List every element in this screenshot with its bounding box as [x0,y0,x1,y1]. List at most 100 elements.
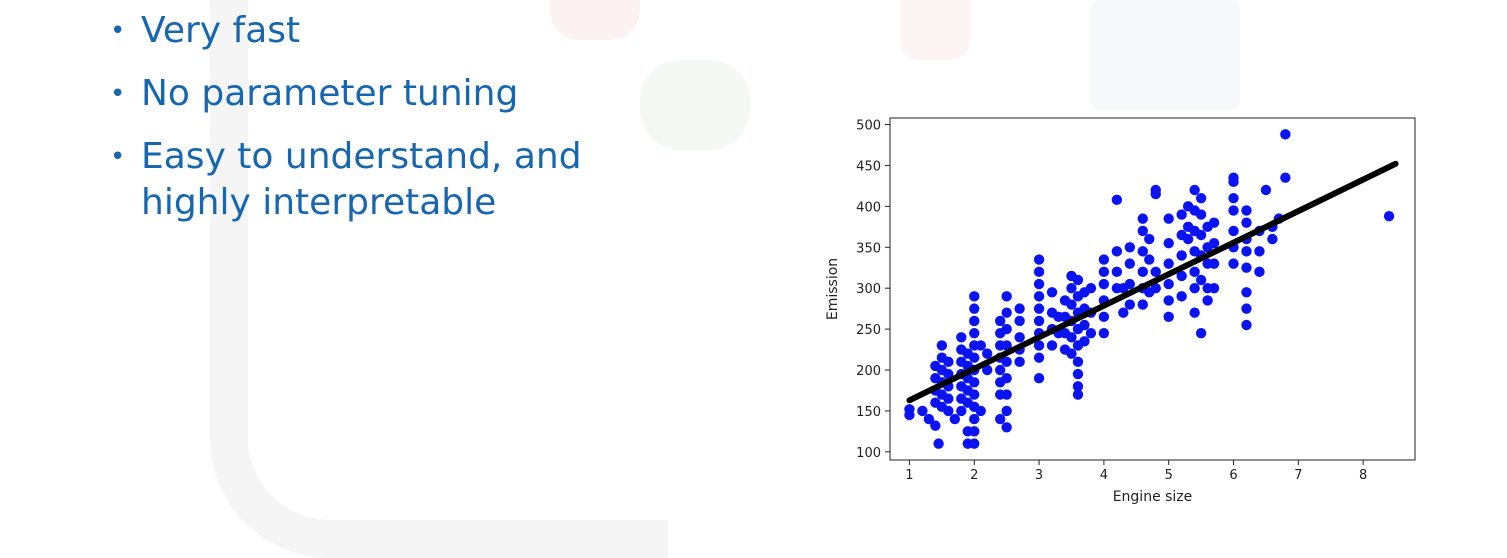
data-point [1163,258,1174,269]
y-tick-label: 400 [856,200,881,215]
data-point [1124,278,1136,290]
watermark-shape [1090,0,1240,110]
data-point [1241,319,1252,331]
data-point [1001,291,1012,302]
data-point [1137,225,1148,237]
data-point [1072,274,1084,286]
data-point [1144,233,1155,245]
data-point [1189,307,1200,318]
data-point [1072,381,1084,392]
data-point [1241,303,1252,314]
data-point [1046,287,1058,298]
x-tick-label: 8 [1359,468,1367,483]
data-point [1066,348,1077,359]
x-tick-label: 3 [1035,468,1043,483]
data-point [1124,299,1136,310]
data-point [1046,340,1058,351]
data-point [1150,282,1161,294]
data-point [1137,299,1148,310]
scatter-chart: 1 2 3 4 5 6 7 8 100 150 200 250 300 350 400 450 500 Engi… [825,117,1416,505]
data-point [1072,368,1084,380]
data-point [1195,192,1207,204]
y-tick-label: 200 [856,364,881,379]
data-point [1085,327,1097,339]
data-point [1137,246,1148,257]
data-point [1195,229,1207,241]
data-point [1163,213,1174,224]
data-point [969,291,980,302]
chart-frame [889,117,1416,461]
bullet-item: • No parameter tuning [110,71,701,117]
data-point [1111,246,1123,257]
data-point [1163,295,1174,306]
data-point [1001,389,1012,400]
data-point [1182,233,1194,245]
data-point [969,352,980,363]
data-point [1144,254,1155,265]
data-point [917,405,928,417]
data-point [1001,405,1012,417]
bullet-dot-icon: • [110,142,126,172]
data-point [1163,278,1174,290]
bullet-item: • Easy to understand, and highly interpre… [110,134,701,226]
data-point [1208,237,1220,249]
data-point [1195,327,1207,339]
data-point [1124,242,1136,253]
data-point [1098,327,1110,339]
data-point [1208,217,1220,228]
data-point [1066,299,1077,310]
data-point [930,420,941,431]
data-point [1208,282,1220,294]
data-point [1241,287,1252,298]
data-point [1118,307,1129,318]
data-point [1014,332,1025,343]
bullet-text: Very fast [141,10,301,51]
x-tick-label: 4 [1100,468,1108,483]
y-tick-label: 350 [856,241,881,256]
data-point [1228,225,1239,237]
data-point [994,364,1006,376]
data-point [1228,172,1239,183]
data-point [1001,422,1012,433]
data-point [1254,266,1265,278]
data-point [1014,315,1025,327]
data-point [975,405,986,417]
data-point [1176,250,1187,261]
bullet-item: • Very fast [110,8,701,54]
data-point [1163,237,1174,249]
data-point [969,413,980,425]
x-tick-label: 5 [1165,468,1173,483]
data-point [1079,336,1090,347]
data-point [982,348,993,359]
data-point [969,303,980,314]
data-point [1033,372,1045,384]
data-point [1195,274,1207,286]
data-point [1001,356,1012,368]
data-point [1195,209,1207,220]
bullet-list: • Very fast • No parameter tuning • Easy to… [110,8,701,243]
data-point [1189,266,1200,278]
data-point [994,413,1006,425]
y-tick-label: 150 [856,405,881,420]
data-point [969,315,980,327]
data-point [1033,254,1045,265]
data-point [1033,291,1045,302]
y-tick-label: 450 [856,159,881,174]
data-point [1254,246,1265,257]
data-point [1033,266,1045,278]
plot-area [904,129,1399,449]
data-point [1072,356,1084,368]
x-axis-label: Engine size [1113,489,1193,505]
bullet-text: Easy to understand, and highly interpret… [141,136,582,223]
bullet-dot-icon: • [110,16,126,46]
y-tick-label: 500 [856,119,881,134]
axes: 1 2 3 4 5 6 7 8 100 150 200 250 300 350 400 450 500 [856,119,1367,483]
data-point [1098,278,1110,290]
data-point [1228,205,1239,216]
data-point [1033,340,1045,351]
x-tick-label: 1 [905,468,913,483]
data-point [1111,194,1123,206]
data-point [969,389,980,400]
data-point [1098,254,1110,265]
data-point [969,438,980,449]
